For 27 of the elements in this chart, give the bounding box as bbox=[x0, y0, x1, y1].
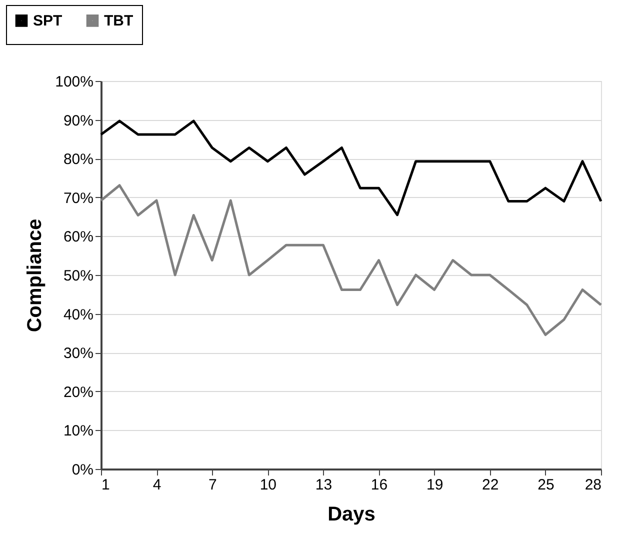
legend-label: TBT bbox=[104, 12, 134, 30]
x-tick-label: 7 bbox=[208, 476, 217, 494]
x-tick-label: 13 bbox=[315, 476, 332, 494]
x-tick-label: 4 bbox=[152, 476, 162, 494]
x-axis-title: Days bbox=[328, 504, 376, 526]
y-tick-label: 40% bbox=[63, 306, 94, 324]
x-tick-label: 1 bbox=[102, 476, 110, 494]
y-tick-label: 20% bbox=[63, 384, 94, 401]
legend-label: SPT bbox=[33, 12, 62, 30]
x-tick-label: 22 bbox=[482, 476, 499, 494]
x-tick-label: 10 bbox=[260, 476, 277, 494]
y-tick-label: 100% bbox=[55, 74, 94, 90]
line-series bbox=[100, 184, 602, 336]
y-axis-title: Compliance bbox=[24, 218, 46, 332]
y-tick-label: 80% bbox=[63, 151, 94, 168]
x-tick-label: 16 bbox=[370, 476, 388, 494]
x-tick-label: 28 bbox=[584, 476, 602, 494]
y-tick-label: 30% bbox=[63, 345, 94, 362]
y-tick-label: 0% bbox=[72, 462, 94, 478]
x-tick-label: 25 bbox=[538, 476, 554, 494]
y-tick-label: 90% bbox=[63, 112, 94, 130]
y-tick-label: 10% bbox=[63, 422, 94, 440]
y-tick-label: 60% bbox=[63, 228, 94, 246]
y-tick-label: 50% bbox=[63, 268, 94, 284]
line-series bbox=[100, 120, 602, 216]
y-tick-label: 70% bbox=[63, 190, 94, 207]
x-tick-label: 19 bbox=[426, 476, 444, 494]
